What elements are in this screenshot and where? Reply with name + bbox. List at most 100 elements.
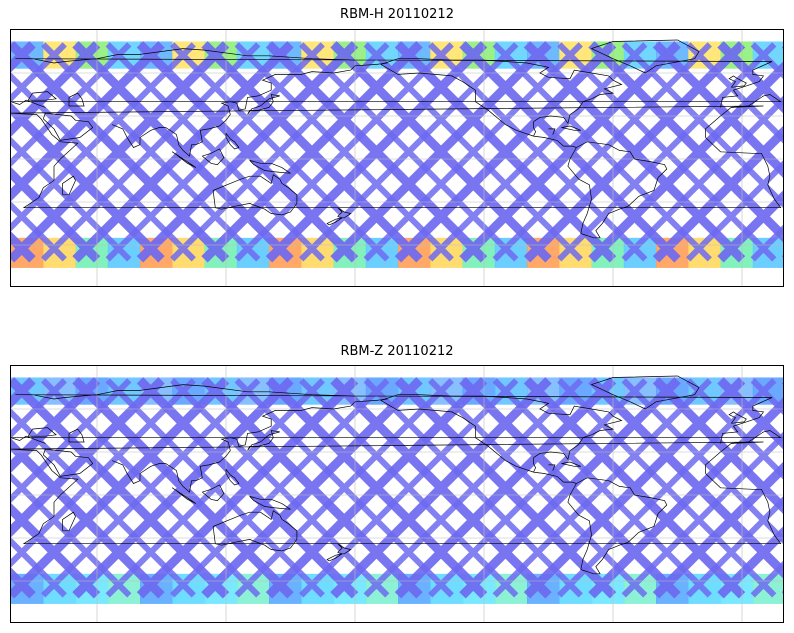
swath-layer-secondary	[11, 378, 783, 598]
coastlines	[11, 39, 782, 239]
data-layer	[11, 377, 783, 604]
swath-track	[234, 378, 454, 598]
coastline	[68, 92, 85, 107]
swath-track	[621, 95, 783, 262]
coastline	[533, 457, 536, 473]
coastline	[247, 430, 280, 451]
coastline	[548, 128, 556, 135]
swath-track	[717, 377, 783, 450]
coastline	[728, 75, 747, 88]
swath-track	[11, 42, 196, 232]
coastline	[42, 448, 94, 477]
coastline	[225, 468, 240, 486]
swath-track	[428, 378, 648, 598]
swath-track	[652, 461, 783, 599]
coastline	[548, 464, 556, 471]
swath-track	[299, 378, 519, 598]
swath-track	[557, 378, 777, 598]
swath-track	[523, 41, 746, 263]
swath-track	[330, 377, 552, 599]
swath-track	[523, 377, 746, 599]
swath-track	[201, 377, 423, 599]
swath-track	[363, 42, 583, 262]
swath-track	[621, 431, 783, 598]
swath-track	[686, 42, 783, 144]
swath-track	[11, 378, 196, 568]
coastline	[165, 398, 388, 493]
swath-track	[201, 41, 423, 263]
swath-track	[492, 378, 712, 598]
map-plot-rbm-z	[11, 366, 783, 622]
swath-track	[105, 42, 325, 262]
swath-track	[588, 397, 783, 599]
coastline	[42, 112, 94, 141]
coastline	[326, 217, 343, 226]
swath-track	[265, 377, 488, 599]
coastline	[212, 174, 298, 216]
coastline	[62, 175, 76, 196]
swath-track	[72, 41, 294, 263]
swath-track	[394, 377, 617, 599]
swath-track	[136, 377, 359, 599]
swath-track	[11, 378, 67, 439]
coastline	[249, 496, 291, 510]
swath-track	[41, 378, 261, 598]
gridlines	[11, 366, 783, 622]
panel-title-rbm-h: RBM-H 20110212	[340, 7, 454, 22]
swath-track	[717, 190, 783, 263]
coastline	[561, 461, 581, 467]
swath-track	[105, 378, 325, 598]
coastline	[111, 124, 166, 148]
swath-track	[265, 41, 488, 263]
coastline	[380, 64, 577, 148]
coastline	[728, 411, 747, 424]
swath-track	[717, 526, 783, 599]
swath-track	[11, 41, 165, 202]
swath-track	[330, 41, 552, 263]
swath-track	[459, 377, 681, 599]
coastline	[111, 460, 166, 484]
coastline	[590, 375, 700, 410]
coastline	[202, 148, 225, 166]
coastline	[15, 48, 773, 108]
swath-track	[11, 377, 165, 538]
gridlines	[11, 30, 783, 286]
swath-track	[686, 378, 783, 480]
swath-track	[11, 42, 67, 103]
coastline	[533, 121, 536, 137]
swath-track	[11, 377, 230, 599]
coastline	[337, 207, 352, 219]
swath-track	[363, 378, 583, 598]
coastline	[68, 428, 85, 443]
coastline	[11, 105, 782, 209]
coastline	[165, 62, 388, 157]
coastline	[15, 384, 773, 444]
swath-track	[11, 41, 230, 263]
coastline	[172, 151, 197, 168]
coastlines	[11, 375, 782, 575]
swath-layer-secondary	[11, 42, 783, 262]
swath-track	[299, 42, 519, 262]
panel-title-rbm-z: RBM-Z 20110212	[340, 344, 454, 359]
coastline	[11, 441, 782, 545]
coastline	[27, 91, 57, 101]
swath-track	[394, 41, 617, 263]
swath-track	[492, 42, 712, 262]
swath-track	[170, 42, 390, 262]
swath-track	[11, 537, 67, 598]
swath-track	[170, 378, 390, 598]
coastline	[202, 484, 225, 502]
swath-track	[652, 125, 783, 263]
coastline	[567, 141, 668, 239]
swath-track	[11, 166, 101, 263]
swath-track	[686, 496, 783, 598]
coastline	[27, 427, 57, 437]
coastline	[11, 94, 782, 108]
swath-track	[686, 160, 783, 262]
swath-track	[41, 42, 261, 262]
coastline	[249, 160, 291, 174]
swath-track	[557, 42, 777, 262]
map-plot-rbm-h	[11, 30, 783, 286]
data-layer	[11, 41, 783, 268]
coastline	[247, 94, 280, 115]
